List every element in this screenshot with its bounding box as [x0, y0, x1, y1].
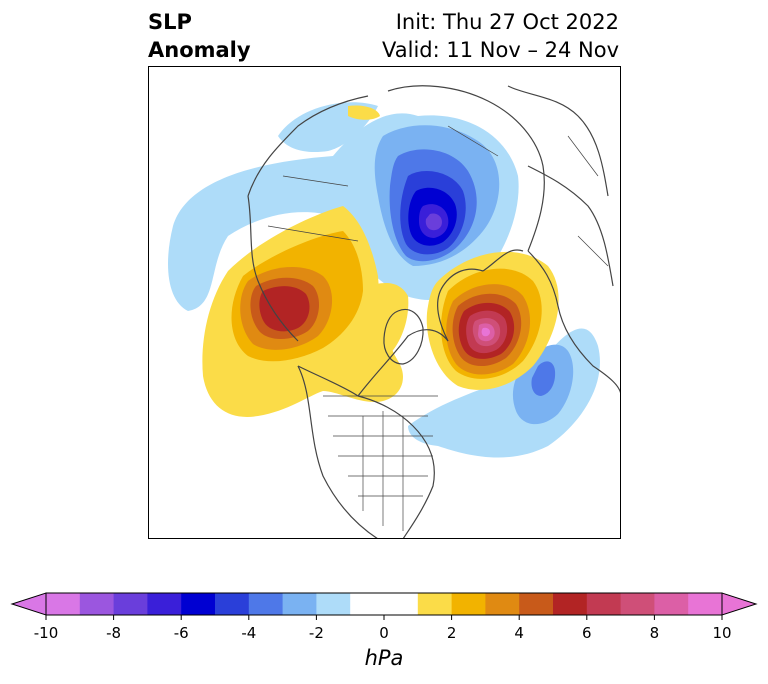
political-borders [267, 125, 609, 531]
colorbar-segment [181, 593, 216, 615]
colorbar-segment [248, 593, 284, 615]
colorbar-tick-label: 2 [446, 624, 457, 642]
colorbar-tick-label: -4 [241, 624, 257, 642]
colorbar-segment [147, 593, 182, 615]
colorbar-segment [215, 593, 250, 615]
coastlines [247, 85, 621, 539]
colorbar-tick-label: 0 [379, 624, 389, 642]
colorbar-segment [79, 593, 115, 615]
colorbar-segment [384, 593, 419, 615]
valid-dates: Valid: 11 Nov – 24 Nov [382, 38, 619, 62]
colorbar-segment [485, 593, 520, 615]
colorbar-segment [282, 593, 317, 615]
colorbar-extend-low [10, 592, 47, 616]
colorbar-segment [620, 593, 655, 615]
colorbar-segment [553, 593, 588, 615]
map-title: SLP Anomaly [148, 8, 251, 64]
colorbar-tick-label: -2 [308, 624, 324, 642]
colorbar-tick-label: 8 [649, 624, 660, 642]
colorbar-boxes [10, 592, 758, 620]
colorbar-tick-label: 10 [712, 624, 732, 642]
forecast-dates: Init: Thu 27 Oct 2022 Valid: 11 Nov – 24… [382, 8, 619, 64]
title-line-1: SLP [148, 10, 192, 34]
colorbar-tick-label: -6 [173, 624, 189, 642]
anomaly-map [148, 66, 621, 539]
colorbar-tick-label: -10 [33, 624, 59, 642]
colorbar-extend-high [721, 592, 758, 616]
colorbar-tick-label: 6 [582, 624, 592, 642]
colorbar-segment [519, 593, 554, 615]
colorbar [10, 592, 758, 620]
colorbar-segment [688, 593, 723, 615]
map-canvas [148, 66, 621, 539]
colorbar-segment [113, 593, 148, 615]
colorbar-units: hPa [364, 646, 404, 670]
init-date: Init: Thu 27 Oct 2022 [395, 10, 619, 34]
colorbar-segment [417, 593, 453, 615]
colorbar-segment [316, 593, 351, 615]
colorbar-segment [46, 593, 81, 615]
colorbar-segment [654, 593, 689, 615]
anomaly-positive-shading [202, 105, 559, 417]
colorbar-tick-label: 4 [514, 624, 524, 642]
colorbar-tick-label: -8 [106, 624, 122, 642]
colorbar-segment [586, 593, 622, 615]
title-line-2: Anomaly [148, 38, 251, 62]
map-border [148, 66, 621, 539]
colorbar-segment [350, 593, 385, 615]
colorbar-segment [451, 593, 486, 615]
